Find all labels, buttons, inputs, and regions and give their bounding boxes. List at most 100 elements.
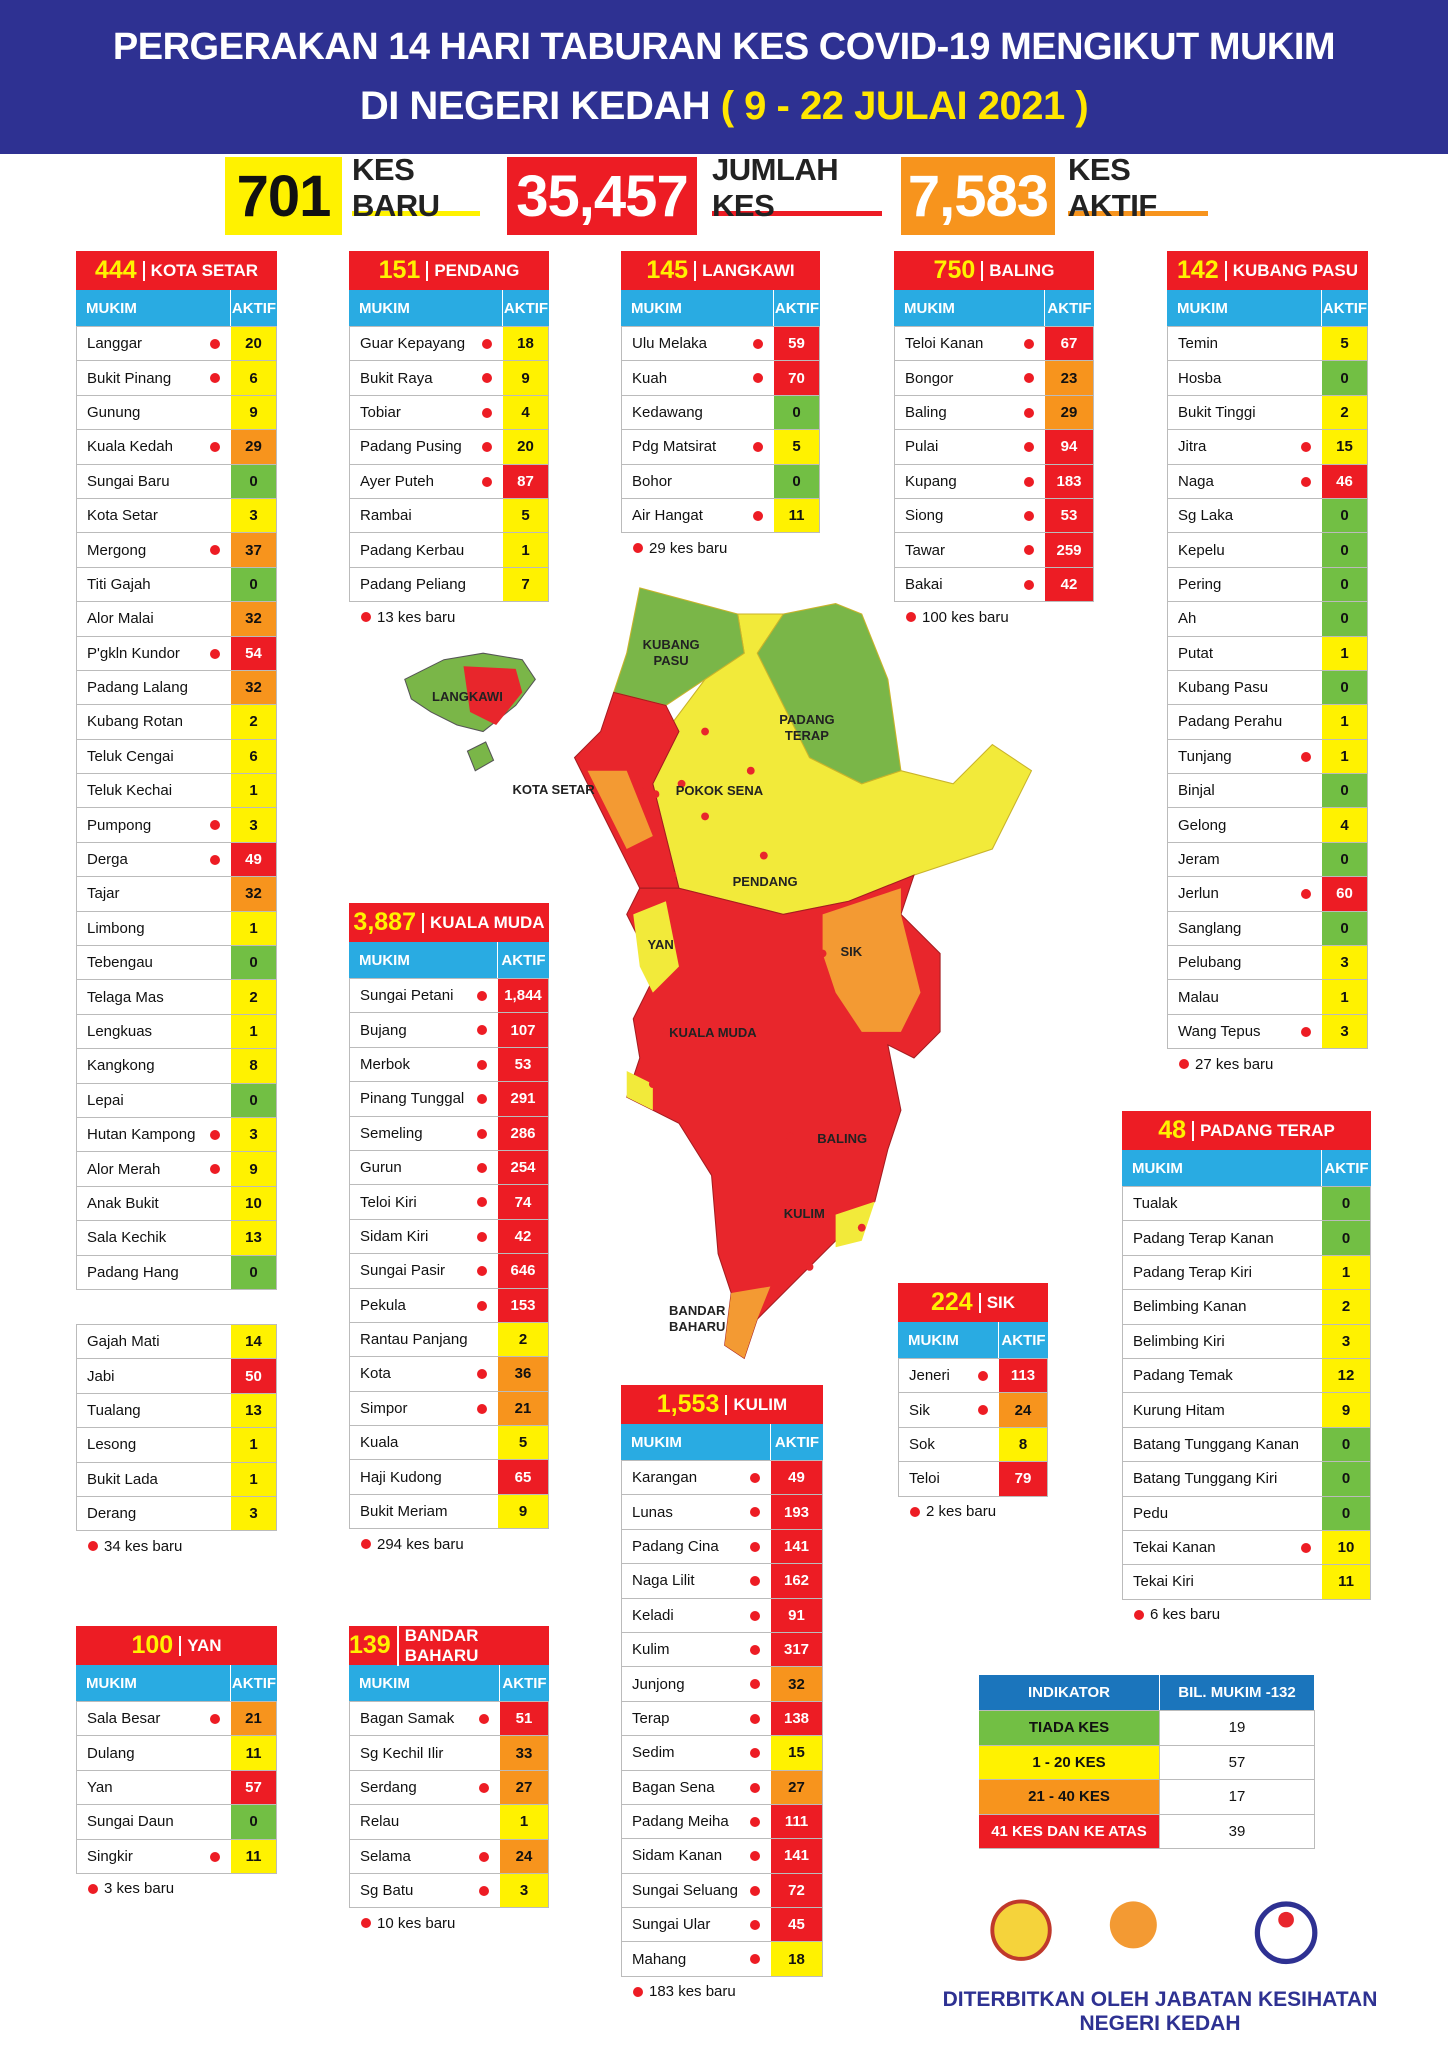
- mukim-name: Putat: [1167, 636, 1321, 670]
- mukim-row: Bongor 23: [894, 361, 1094, 396]
- active-cases: 9: [497, 1494, 549, 1529]
- mukim-name: Teluk Kechai: [76, 774, 230, 808]
- mukim-row: Tunjang 1: [1167, 739, 1368, 775]
- active-cases: 2: [1321, 1290, 1371, 1324]
- mukim-row: Padang Peliang 7: [349, 567, 549, 603]
- mukim-name: Binjal: [1167, 774, 1321, 808]
- mukim-row: Sedim 15: [621, 1736, 823, 1771]
- new-cases-text: 2 kes baru: [926, 1503, 997, 1521]
- mukim-name: Jeneri: [898, 1359, 998, 1393]
- mukim-name: Bohor: [621, 464, 773, 498]
- new-case-dot: [1024, 442, 1034, 453]
- mukim-row: Lengkuas 1: [76, 1014, 277, 1050]
- district-header: 750 BALING: [894, 251, 1094, 290]
- mukim-name: Sala Kechik: [76, 1221, 230, 1255]
- district-block: 142 KUBANG PASU MUKIM AKTIF Temin 5 Hosba 0 Buki…: [1167, 251, 1368, 1079]
- mukim-name: Pelubang: [1167, 946, 1321, 980]
- mukim-row: Padang Temak 12: [1122, 1358, 1371, 1394]
- mukim-row: Tekai Kiri 11: [1122, 1565, 1371, 1600]
- mukim-name: Padang Meiha: [621, 1804, 770, 1839]
- mukim-row: Sala Besar 21: [76, 1702, 277, 1737]
- column-mukim: MUKIM: [1132, 1159, 1183, 1177]
- mukim-row: Teloi Kiri 74: [349, 1185, 549, 1220]
- active-cases: 13: [230, 1393, 277, 1428]
- active-cases: 0: [1321, 498, 1368, 533]
- active-cases: 4: [1321, 808, 1368, 842]
- mukim-name: Jitra: [1167, 430, 1321, 464]
- new-case-dot: [361, 1539, 371, 1550]
- mukim-name: Baling: [894, 395, 1044, 430]
- mukim-row: Jeram 0: [1167, 842, 1368, 878]
- active-cases: 5: [497, 1426, 549, 1460]
- mukim-row: Naga Lilit 162: [621, 1564, 823, 1599]
- new-cases-text: 6 kes baru: [1150, 1606, 1221, 1624]
- active-cases: 50: [230, 1359, 277, 1393]
- district-name: LANGKAWI: [694, 260, 795, 281]
- active-cases: 49: [230, 842, 277, 877]
- mukim-row: Pulai 94: [894, 430, 1094, 465]
- mukim-name: Sala Besar: [76, 1702, 230, 1736]
- active-cases: 1: [230, 1014, 277, 1049]
- district-total: 151: [378, 256, 421, 284]
- mukim-name: Sungai Seluang: [621, 1873, 770, 1908]
- map-label: POKOK SENA: [675, 783, 764, 799]
- mukim-name: Lunas: [621, 1495, 770, 1529]
- mukim-name: Siong: [894, 498, 1044, 533]
- mukim-row: Bukit Meriam 9: [349, 1494, 549, 1530]
- legend-label: 41 KES DAN KE ATAS: [979, 1814, 1159, 1849]
- map-region: [835, 1201, 875, 1248]
- mukim-name: Selama: [349, 1839, 499, 1873]
- mukim-name: Kubang Rotan: [76, 705, 230, 739]
- new-case-dot: [1024, 545, 1034, 556]
- mukim-row: Baling 29: [894, 395, 1094, 431]
- mukim-name: Mahang: [621, 1942, 770, 1976]
- new-case-dot: [210, 648, 220, 659]
- legend-count: 39: [1159, 1814, 1315, 1849]
- mukim-name: Kubang Pasu: [1167, 670, 1321, 705]
- active-cases: 24: [499, 1839, 549, 1873]
- column-header: MUKIM AKTIF: [1167, 290, 1368, 326]
- case-dots: [635, 721, 918, 1271]
- column-aktif: AKTIF: [998, 1322, 1048, 1358]
- district-block-continued: Gajah Mati 14 Jabi 50 Tualang 13 Lesong 1 Bukit …: [76, 1324, 277, 1561]
- active-cases: 13: [230, 1221, 277, 1255]
- mukim-row: Tajar 32: [76, 877, 277, 912]
- active-cases: 91: [770, 1598, 823, 1632]
- mukim-row: Tekai Kanan 10: [1122, 1530, 1371, 1566]
- active-cases: 32: [770, 1667, 823, 1701]
- mukim-row: Bagan Sena 27: [621, 1770, 823, 1805]
- mukim-table: Jeneri 113 Sik 24 Sok 8 Teloi 79: [898, 1358, 1048, 1497]
- mukim-name: Alor Merah: [76, 1152, 230, 1186]
- new-case-dot: [479, 1782, 489, 1793]
- mukim-name: Karangan: [621, 1461, 770, 1495]
- mukim-row: Bukit Pinang 6: [76, 361, 277, 396]
- mukim-name: Kurung Hitam: [1122, 1393, 1321, 1427]
- column-mukim: MUKIM: [631, 1433, 682, 1451]
- new-case-dot: [482, 442, 492, 453]
- mukim-name: Malau: [1167, 980, 1321, 1014]
- column-header: MUKIM AKTIF: [349, 942, 549, 978]
- active-cases: 24: [998, 1393, 1048, 1427]
- mukim-row: Ulu Melaka 59: [621, 327, 820, 362]
- mukim-name: Kuala: [349, 1426, 497, 1460]
- active-cases: 183: [1044, 464, 1094, 498]
- new-cases-note: 183 kes baru: [621, 1977, 823, 2007]
- mukim-name: Derga: [76, 842, 230, 877]
- new-cases-note: 34 kes baru: [76, 1531, 277, 1561]
- mukim-name: Naga Lilit: [621, 1564, 770, 1598]
- mukim-name: Kedawang: [621, 395, 773, 430]
- stat-value: 35,457: [507, 157, 697, 235]
- new-case-dot: [210, 1714, 220, 1724]
- mukim-row: Relau 1: [349, 1805, 549, 1840]
- mukim-row: Kupang 183: [894, 464, 1094, 499]
- district-total: 145: [646, 256, 689, 284]
- mukim-row: Putat 1: [1167, 636, 1368, 671]
- mukim-name: Bakai: [894, 567, 1044, 602]
- mukim-name: Teloi Kiri: [349, 1185, 497, 1219]
- active-cases: 51: [499, 1702, 549, 1736]
- mukim-table: Tualak 0 Padang Terap Kanan 0 Padang Terap K…: [1122, 1186, 1371, 1600]
- new-cases-text: 294 kes baru: [377, 1535, 464, 1553]
- mukim-name: Bukit Pinang: [76, 361, 230, 395]
- mukim-row: Kuala 5: [349, 1426, 549, 1461]
- new-cases-text: 183 kes baru: [649, 1983, 736, 2001]
